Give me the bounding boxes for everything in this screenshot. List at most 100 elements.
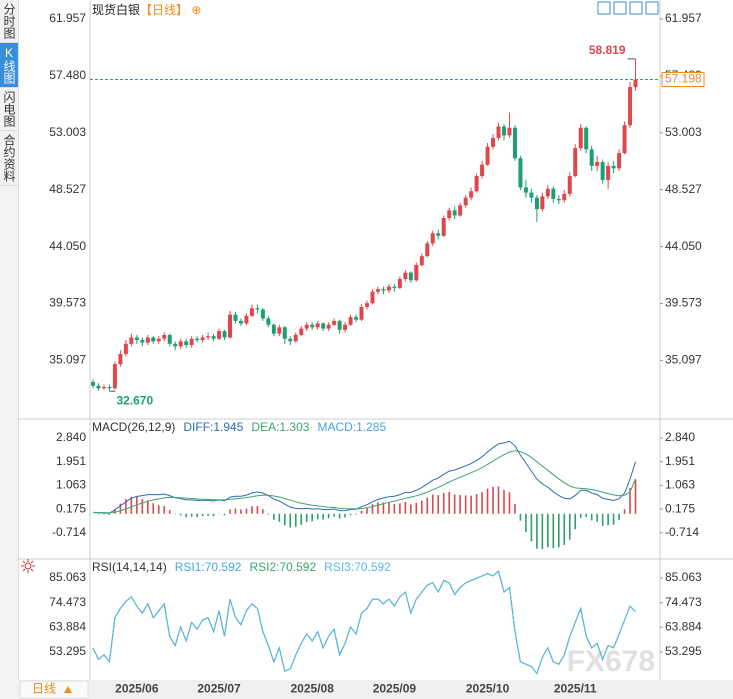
instrument-title: 现货白银 [92,3,141,17]
y-tick-label: 53.295 [49,644,86,658]
legend-name: RSI1: [175,560,205,574]
x-tick-label: 2025/07 [197,682,241,696]
candle-body [343,324,348,330]
y-tick-label: 48.527 [665,182,702,196]
candle-body [129,337,134,344]
series-line [92,440,636,514]
last-price-label: 57.198 [665,72,702,86]
y-tick-label: 39.573 [665,296,702,310]
indicator-legend: RSI(14,14,14) RSI1:70.592 RSI2:70.592 RSI3:… [92,560,391,574]
candle-body [167,334,172,344]
candle-body [551,188,556,199]
candle-body [386,286,391,291]
y-tick-label: 61.957 [49,11,86,25]
sidebar-tab[interactable]: 合约资料 [0,131,18,186]
candle-body [359,306,364,320]
candle-body [589,149,594,166]
candle-body [606,165,611,180]
candle-body [315,323,320,328]
candle-body [414,265,419,281]
sidebar-tab[interactable]: 分时图 [0,0,18,43]
candle-body [293,334,298,342]
y-tick-label: 85.063 [665,570,702,584]
y-tick-label: 74.473 [665,595,702,609]
tool-button[interactable] [629,1,643,15]
candle-body [392,286,397,288]
candle-body [502,126,506,136]
candle-body [200,337,205,341]
candle-body [255,308,260,310]
add-icon[interactable]: ⊕ [188,3,202,17]
candle-body [397,279,402,288]
candle-body [491,137,496,147]
tool-button[interactable] [613,1,627,15]
x-tick-label: 2025/08 [291,682,335,696]
toolbar [597,1,659,15]
candle-body [496,126,501,138]
candle-body [304,324,309,329]
candle-body [233,314,238,321]
candle-body [529,192,534,198]
candle-body [617,153,622,169]
y-tick-label: 74.473 [49,595,86,609]
period-arrow[interactable] [64,686,72,693]
candle-body [118,353,123,365]
y-tick-label: 53.295 [665,644,702,658]
candle-body [299,328,304,335]
candle-body [628,87,633,126]
candle-body [145,337,150,343]
candle-body [458,205,463,216]
candle-body [408,272,413,281]
candle-body [195,338,200,341]
candle-body [436,233,441,236]
tool-button[interactable] [597,1,611,15]
candle-body [260,309,265,319]
candle-body [321,323,326,329]
y-tick-label: 1.063 [665,478,695,492]
legend-value: 70.592 [205,560,242,574]
candle-body [178,341,183,347]
period-label[interactable]: 日线 [32,682,56,696]
y-tick-label: -0.714 [52,525,86,539]
candle-body [211,336,216,339]
sidebar-tab[interactable]: 闪电图 [0,88,18,131]
candle-body [463,197,468,206]
candle-body [107,387,112,389]
candle-body [403,272,408,280]
y-tick-label: 1.063 [56,478,86,492]
sidebar-tab[interactable]: K线图 [0,43,18,88]
watermark: FX678 [567,645,655,678]
series-line [92,450,636,514]
candle-body [622,125,627,154]
y-tick-label: 35.097 [49,353,86,367]
period-button[interactable] [19,680,89,699]
candle-body [337,320,342,330]
y-tick-label: 2.840 [56,430,86,444]
series-line [92,570,636,675]
candle-body [578,127,583,149]
min-label: 32.670 [116,393,153,407]
candle-body [573,148,578,177]
candle-body [348,317,353,325]
y-tick-label: 48.527 [49,182,86,196]
candle-body [441,217,446,236]
sidebar: 分时图 K线图 闪电图 合约资料 [0,0,19,699]
candle-body [375,289,380,292]
candle-body [326,324,331,329]
candle-body [611,165,616,169]
candle-body [173,343,178,347]
legend-value: 70.592 [279,560,316,574]
candle-body [425,243,430,257]
candle-body [567,176,572,194]
candle-body [162,334,167,339]
candle-body [600,162,605,180]
candle-body [112,364,117,389]
settings-icon[interactable] [21,559,35,573]
y-tick-label: 2.840 [665,430,695,444]
candle-body [365,303,369,307]
max-label: 58.819 [589,43,626,57]
tool-button[interactable] [645,1,659,15]
candle-body [518,158,523,188]
indicator-title: MACD(26,12,9) [92,420,175,434]
